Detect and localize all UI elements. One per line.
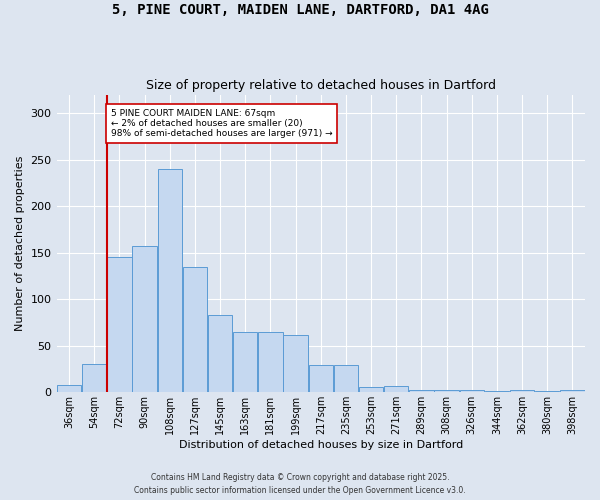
Text: Contains HM Land Registry data © Crown copyright and database right 2025.
Contai: Contains HM Land Registry data © Crown c… xyxy=(134,474,466,495)
Bar xyxy=(57,385,82,392)
Bar xyxy=(158,169,182,392)
Bar xyxy=(359,386,383,392)
Y-axis label: Number of detached properties: Number of detached properties xyxy=(15,156,25,331)
Bar xyxy=(384,386,409,392)
Bar xyxy=(334,366,358,392)
Bar xyxy=(460,390,484,392)
Text: 5, PINE COURT, MAIDEN LANE, DARTFORD, DA1 4AG: 5, PINE COURT, MAIDEN LANE, DARTFORD, DA… xyxy=(112,2,488,16)
Bar xyxy=(560,390,584,392)
Bar xyxy=(233,332,257,392)
Bar xyxy=(208,315,232,392)
Bar xyxy=(107,258,131,392)
Bar xyxy=(510,390,534,392)
Bar xyxy=(133,246,157,392)
Bar xyxy=(409,390,434,392)
Bar xyxy=(434,390,459,392)
Text: 5 PINE COURT MAIDEN LANE: 67sqm
← 2% of detached houses are smaller (20)
98% of : 5 PINE COURT MAIDEN LANE: 67sqm ← 2% of … xyxy=(110,108,332,138)
Bar xyxy=(308,366,333,392)
X-axis label: Distribution of detached houses by size in Dartford: Distribution of detached houses by size … xyxy=(179,440,463,450)
Bar xyxy=(183,266,207,392)
Bar xyxy=(258,332,283,392)
Bar xyxy=(283,334,308,392)
Bar xyxy=(82,364,106,392)
Title: Size of property relative to detached houses in Dartford: Size of property relative to detached ho… xyxy=(146,79,496,92)
